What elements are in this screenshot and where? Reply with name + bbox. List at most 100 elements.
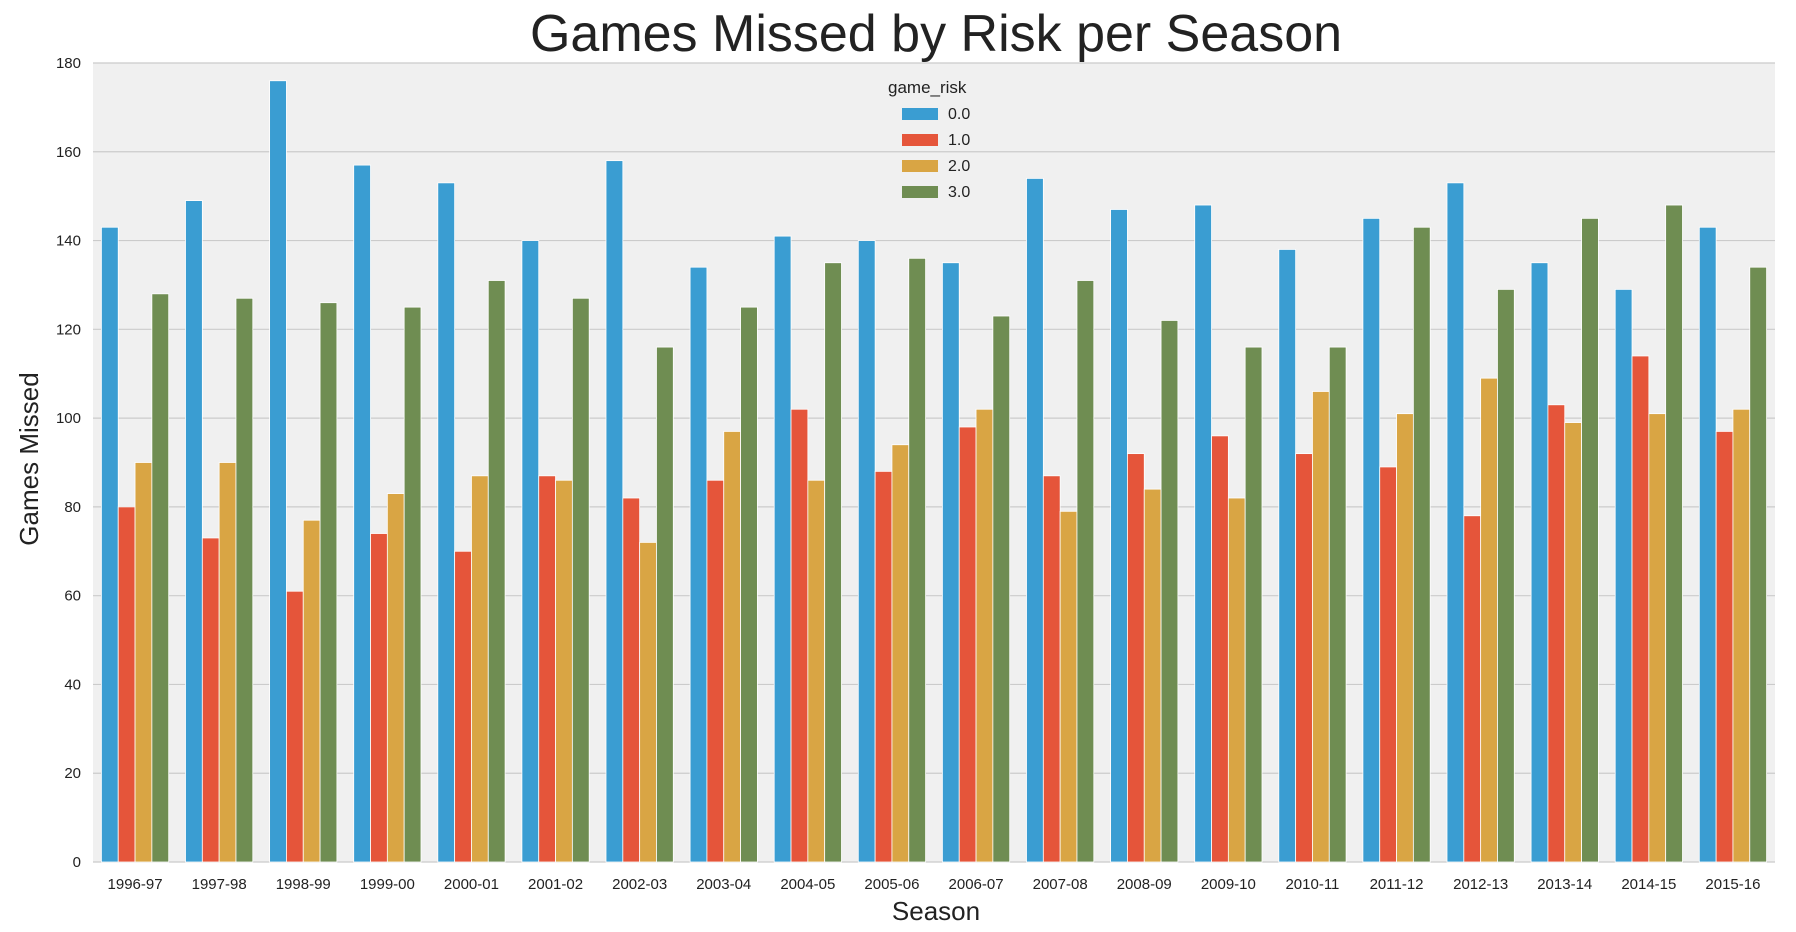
x-tick-label: 2000-01	[444, 876, 499, 893]
bar-2014-15-risk-2.0	[1648, 413, 1667, 863]
x-tick-label: 2009-10	[1201, 876, 1256, 893]
bar-2005-06-risk-1.0	[874, 470, 893, 863]
bar-2004-05-risk-0.0	[773, 235, 792, 863]
bar-2000-01-risk-1.0	[454, 550, 472, 863]
bar-1996-97-risk-2.0	[134, 462, 153, 863]
bar-2011-12-risk-2.0	[1396, 413, 1414, 863]
bar-2002-03-risk-2.0	[639, 542, 657, 863]
x-tick-label: 2004-05	[780, 876, 835, 893]
bar-2001-02-risk-1.0	[538, 475, 556, 863]
bar-1998-99-risk-0.0	[269, 80, 287, 863]
x-tick-label: 2014-15	[1621, 876, 1676, 893]
bar-2000-01-risk-0.0	[437, 182, 456, 863]
y-tick-label: 0	[73, 854, 81, 871]
bar-2008-09-risk-2.0	[1143, 488, 1162, 863]
bar-1999-00-risk-3.0	[403, 306, 422, 863]
x-tick-label: 1999-00	[360, 876, 415, 893]
bar-2014-15-risk-1.0	[1631, 355, 1650, 863]
bar-2013-14-risk-3.0	[1581, 217, 1599, 863]
bar-2001-02-risk-3.0	[571, 297, 590, 863]
bar-2007-08-risk-1.0	[1042, 475, 1061, 863]
bar-1998-99-risk-1.0	[286, 590, 304, 863]
bar-2014-15-risk-3.0	[1665, 204, 1683, 863]
bar-2012-13-risk-0.0	[1446, 182, 1465, 863]
bar-1996-97-risk-1.0	[117, 506, 136, 863]
bar-1997-98-risk-0.0	[185, 200, 203, 863]
bar-2008-09-risk-3.0	[1160, 320, 1179, 863]
bar-1998-99-risk-2.0	[302, 519, 321, 863]
bar-2001-02-risk-2.0	[555, 479, 573, 863]
bar-2015-16-risk-3.0	[1749, 266, 1767, 863]
plot-area	[93, 63, 1775, 862]
y-tick-label: 160	[56, 144, 81, 161]
legend-label: 0.0	[948, 106, 970, 123]
legend-label: 2.0	[948, 158, 970, 175]
bar-2007-08-risk-3.0	[1076, 280, 1095, 863]
bar-2008-09-risk-0.0	[1110, 209, 1128, 863]
bar-2000-01-risk-2.0	[471, 475, 489, 863]
bar-2012-13-risk-3.0	[1497, 288, 1515, 863]
bar-1999-00-risk-1.0	[370, 533, 388, 863]
chart-title: Games Missed by Risk per Season	[530, 5, 1342, 63]
bar-2007-08-risk-0.0	[1026, 178, 1044, 863]
bar-1996-97-risk-3.0	[151, 293, 170, 863]
y-tick-label: 120	[56, 321, 81, 338]
bar-2010-11-risk-2.0	[1312, 391, 1330, 863]
x-tick-label: 2010-11	[1285, 876, 1339, 893]
legend: game_risk 0.0 1.0 2.0 3.0	[888, 78, 970, 201]
bar-2010-11-risk-0.0	[1278, 249, 1297, 863]
bar-2009-10-risk-1.0	[1211, 435, 1229, 863]
y-tick-label: 80	[64, 499, 81, 516]
y-tick-label: 100	[56, 410, 81, 427]
bar-2003-04-risk-0.0	[689, 266, 708, 863]
bar-2002-03-risk-0.0	[605, 160, 624, 863]
legend-swatch-2.0	[902, 160, 938, 172]
bar-2005-06-risk-2.0	[891, 444, 910, 863]
bar-2003-04-risk-1.0	[706, 479, 725, 863]
legend-swatch-0.0	[902, 108, 938, 120]
bar-2001-02-risk-0.0	[521, 240, 540, 863]
bar-2011-12-risk-3.0	[1412, 226, 1431, 863]
bar-2006-07-risk-1.0	[958, 426, 977, 863]
y-tick-label: 180	[56, 55, 81, 72]
bar-2000-01-risk-3.0	[487, 280, 506, 863]
bar-2009-10-risk-3.0	[1244, 346, 1263, 863]
y-axis-title: Games Missed	[14, 372, 44, 545]
bar-2003-04-risk-3.0	[740, 306, 758, 863]
bar-2002-03-risk-3.0	[656, 346, 674, 863]
y-tick-label: 20	[64, 765, 81, 782]
bar-2009-10-risk-0.0	[1194, 204, 1212, 863]
y-tick-label: 60	[64, 588, 81, 605]
x-tick-label: 2003-04	[696, 876, 751, 893]
bar-2015-16-risk-1.0	[1715, 431, 1734, 863]
bar-2013-14-risk-0.0	[1530, 262, 1549, 863]
bar-2010-11-risk-1.0	[1295, 453, 1313, 863]
x-tick-label: 2001-02	[528, 876, 583, 893]
y-axis: 0 20 40 60 80 100 120 140 160 180	[56, 55, 81, 871]
bar-2014-15-risk-0.0	[1614, 288, 1633, 863]
x-tick-label: 1998-99	[276, 876, 331, 893]
x-tick-label: 1997-98	[192, 876, 247, 893]
legend-label: 3.0	[948, 184, 970, 201]
legend-swatch-3.0	[902, 186, 938, 198]
y-tick-label: 40	[64, 676, 81, 693]
x-axis: 1996-97 1997-98 1998-99 1999-00 2000-01 2001-…	[108, 876, 1761, 893]
bar-2011-12-risk-1.0	[1379, 466, 1397, 863]
bar-2015-16-risk-2.0	[1732, 408, 1751, 863]
x-tick-label: 2013-14	[1537, 876, 1592, 893]
bar-2004-05-risk-1.0	[790, 408, 809, 863]
bar-1997-98-risk-1.0	[201, 537, 220, 863]
x-tick-label: 2011-12	[1370, 876, 1424, 893]
x-tick-label: 1996-97	[108, 876, 163, 893]
bar-1997-98-risk-3.0	[235, 297, 254, 863]
bar-2012-13-risk-1.0	[1463, 515, 1482, 863]
legend-title: game_risk	[888, 78, 967, 97]
bar-2015-16-risk-0.0	[1698, 226, 1717, 863]
bar-2013-14-risk-1.0	[1547, 404, 1566, 863]
bar-2013-14-risk-2.0	[1564, 422, 1582, 863]
y-tick-label: 140	[56, 233, 81, 250]
bar-2010-11-risk-3.0	[1328, 346, 1347, 863]
bar-2008-09-risk-1.0	[1127, 453, 1145, 863]
